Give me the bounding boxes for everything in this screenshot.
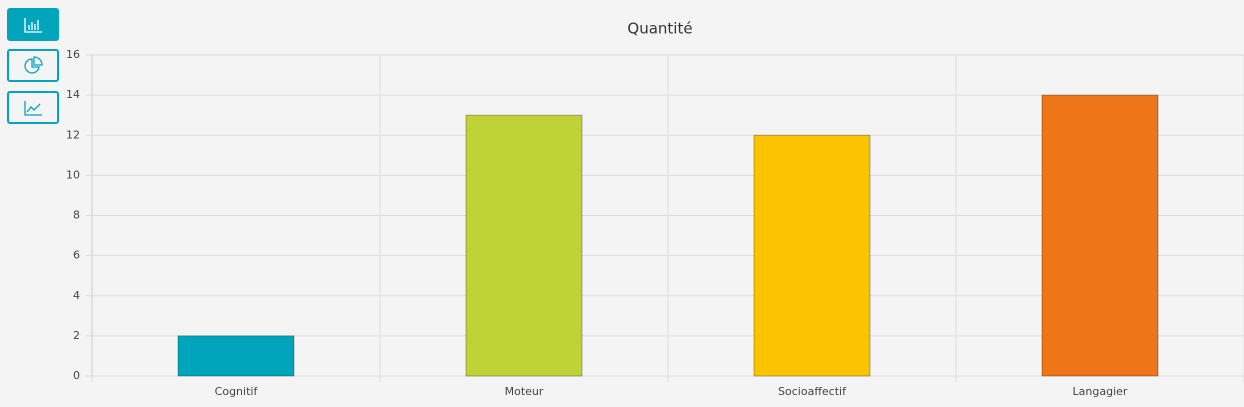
y-tick-label: 8	[73, 209, 80, 222]
x-tick-label: Moteur	[505, 385, 544, 398]
pie-icon	[24, 55, 43, 74]
bar	[1041, 94, 1159, 377]
y-tick-label: 10	[66, 168, 80, 181]
y-tick-label: 12	[66, 128, 80, 141]
y-tick-label: 2	[73, 329, 80, 342]
bar-chart-button[interactable]	[7, 8, 59, 41]
x-tick-label: Cognitif	[215, 385, 259, 398]
chart-title: Quantité	[627, 20, 692, 38]
x-tick-label: Socioaffectif	[778, 385, 847, 398]
bar-icon	[24, 17, 42, 33]
y-tick-label: 6	[73, 249, 80, 262]
y-tick-label: 16	[66, 48, 80, 61]
line-chart-button[interactable]	[7, 91, 59, 124]
x-tick-label: Langagier	[1073, 385, 1128, 398]
line-icon	[24, 100, 42, 116]
y-tick-label: 14	[66, 88, 80, 101]
y-tick-label: 0	[73, 369, 80, 382]
bar	[753, 134, 871, 377]
y-tick-label: 4	[73, 289, 80, 302]
pie-chart-button[interactable]	[7, 49, 59, 82]
bar	[177, 335, 295, 377]
bar	[465, 114, 583, 377]
